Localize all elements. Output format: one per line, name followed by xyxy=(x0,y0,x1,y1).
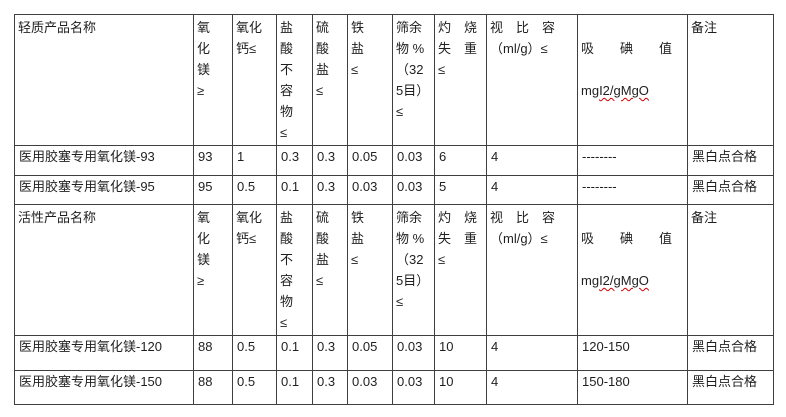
header-hcl-insoluble-max: 盐 酸 不 容 物 ≤ xyxy=(276,204,313,336)
cell-iodine-value: 120-150 xyxy=(577,335,688,371)
header-ignition-loss-max: 灼 烧 失 重 ≤ xyxy=(434,204,487,336)
cell-sulfate: 0.3 xyxy=(312,145,348,176)
header-mgo-min: 氧 化 镁 ≥ xyxy=(193,204,233,336)
iodine-value-title: 吸 碘 值 xyxy=(581,41,673,56)
cell-iron-salt: 0.05 xyxy=(347,145,393,176)
cell-specific-volume: 4 xyxy=(486,175,578,205)
cell-sieve-residue: 0.03 xyxy=(392,335,435,371)
header-cao-max: 氧化 钙≤ xyxy=(232,14,277,146)
cell-sulfate: 0.3 xyxy=(312,370,348,405)
cell-product-name: 医用胶塞专用氧化镁-120 xyxy=(14,335,194,371)
header-ignition-loss-max: 灼 烧 失 重 ≤ xyxy=(434,14,487,146)
header-product-name: 轻质产品名称 xyxy=(14,14,194,146)
cell-sulfate: 0.3 xyxy=(312,175,348,205)
table-row-mgo-150: 医用胶塞专用氧化镁-150 88 0.5 0.1 0.3 0.03 0.03 1… xyxy=(14,370,774,405)
cell-sieve-residue: 0.03 xyxy=(392,145,435,176)
iodine-unit-prefix: mg xyxy=(581,83,600,98)
cell-sieve-residue: 0.03 xyxy=(392,175,435,205)
cell-cao: 0.5 xyxy=(232,335,277,371)
iodine-unit-prefix: mg xyxy=(581,273,600,288)
cell-iron-salt: 0.05 xyxy=(347,335,393,371)
cell-remarks: 黑白点合格 xyxy=(687,145,774,176)
header-sulfate-max: 硫 酸 盐 ≤ xyxy=(312,14,348,146)
product-spec-table: 轻质产品名称 氧 化 镁 ≥ 氧化 钙≤ 盐 酸 不 容 物 ≤ 硫 酸 盐 ≤… xyxy=(14,14,774,405)
table-row-mgo-120: 医用胶塞专用氧化镁-120 88 0.5 0.1 0.3 0.05 0.03 1… xyxy=(14,335,774,371)
cell-sulfate: 0.3 xyxy=(312,335,348,371)
iodine-value-unit: mgI2/gMgO xyxy=(581,270,684,291)
header-specific-volume: 视 比 容 （ml/g）≤ xyxy=(486,14,578,146)
cell-hcl-insoluble: 0.1 xyxy=(276,370,313,405)
cell-ignition-loss: 6 xyxy=(434,145,487,176)
header-row-active-products: 活性产品名称 氧 化 镁 ≥ 氧化 钙≤ 盐 酸 不 容 物 ≤ 硫 酸 盐 ≤… xyxy=(14,204,774,336)
cell-iron-salt: 0.03 xyxy=(347,370,393,405)
header-iron-salt-max: 铁 盐 ≤ xyxy=(347,204,393,336)
cell-mgo: 95 xyxy=(193,175,233,205)
iodine-value-unit: mgI2/gMgO xyxy=(581,80,684,101)
header-sieve-residue-max: 筛余 物 % （32 5目） ≤ xyxy=(392,14,435,146)
cell-iodine-value: -------- xyxy=(577,175,688,205)
cell-mgo: 88 xyxy=(193,370,233,405)
header-remarks: 备注 xyxy=(687,14,774,146)
cell-remarks: 黑白点合格 xyxy=(687,370,774,405)
iodine-value-title: 吸 碘 值 xyxy=(581,231,673,246)
cell-hcl-insoluble: 0.1 xyxy=(276,335,313,371)
table-row-mgo-93: 医用胶塞专用氧化镁-93 93 1 0.3 0.3 0.05 0.03 6 4 … xyxy=(14,145,774,176)
cell-mgo: 88 xyxy=(193,335,233,371)
cell-iron-salt: 0.03 xyxy=(347,175,393,205)
document-page: 轻质产品名称 氧 化 镁 ≥ 氧化 钙≤ 盐 酸 不 容 物 ≤ 硫 酸 盐 ≤… xyxy=(14,14,774,405)
header-cao-max: 氧化 钙≤ xyxy=(232,204,277,336)
cell-cao: 1 xyxy=(232,145,277,176)
header-iodine-value: 吸 碘 值 mgI2/gMgO xyxy=(577,14,688,146)
header-iron-salt-max: 铁 盐 ≤ xyxy=(347,14,393,146)
cell-hcl-insoluble: 0.3 xyxy=(276,145,313,176)
cell-iodine-value: -------- xyxy=(577,145,688,176)
cell-specific-volume: 4 xyxy=(486,145,578,176)
cell-ignition-loss: 10 xyxy=(434,335,487,371)
cell-ignition-loss: 10 xyxy=(434,370,487,405)
table-row-mgo-95: 医用胶塞专用氧化镁-95 95 0.5 0.1 0.3 0.03 0.03 5 … xyxy=(14,175,774,205)
header-mgo-min: 氧 化 镁 ≥ xyxy=(193,14,233,146)
cell-specific-volume: 4 xyxy=(486,335,578,371)
header-sieve-residue-max: 筛余 物 % （32 5目） ≤ xyxy=(392,204,435,336)
header-sulfate-max: 硫 酸 盐 ≤ xyxy=(312,204,348,336)
header-row-light-products: 轻质产品名称 氧 化 镁 ≥ 氧化 钙≤ 盐 酸 不 容 物 ≤ 硫 酸 盐 ≤… xyxy=(14,14,774,146)
cell-product-name: 医用胶塞专用氧化镁-93 xyxy=(14,145,194,176)
cell-cao: 0.5 xyxy=(232,370,277,405)
cell-ignition-loss: 5 xyxy=(434,175,487,205)
header-iodine-value: 吸 碘 值 mgI2/gMgO xyxy=(577,204,688,336)
cell-remarks: 黑白点合格 xyxy=(687,335,774,371)
cell-product-name: 医用胶塞专用氧化镁-150 xyxy=(14,370,194,405)
cell-cao: 0.5 xyxy=(232,175,277,205)
spellcheck-flagged-text: I2/gMgO xyxy=(599,83,649,98)
header-specific-volume: 视 比 容 （ml/g）≤ xyxy=(486,204,578,336)
cell-specific-volume: 4 xyxy=(486,370,578,405)
cell-mgo: 93 xyxy=(193,145,233,176)
header-hcl-insoluble-max: 盐 酸 不 容 物 ≤ xyxy=(276,14,313,146)
cell-hcl-insoluble: 0.1 xyxy=(276,175,313,205)
spellcheck-flagged-text: I2/gMgO xyxy=(599,273,649,288)
cell-iodine-value: 150-180 xyxy=(577,370,688,405)
cell-product-name: 医用胶塞专用氧化镁-95 xyxy=(14,175,194,205)
cell-remarks: 黑白点合格 xyxy=(687,175,774,205)
header-product-name: 活性产品名称 xyxy=(14,204,194,336)
header-remarks: 备注 xyxy=(687,204,774,336)
cell-sieve-residue: 0.03 xyxy=(392,370,435,405)
